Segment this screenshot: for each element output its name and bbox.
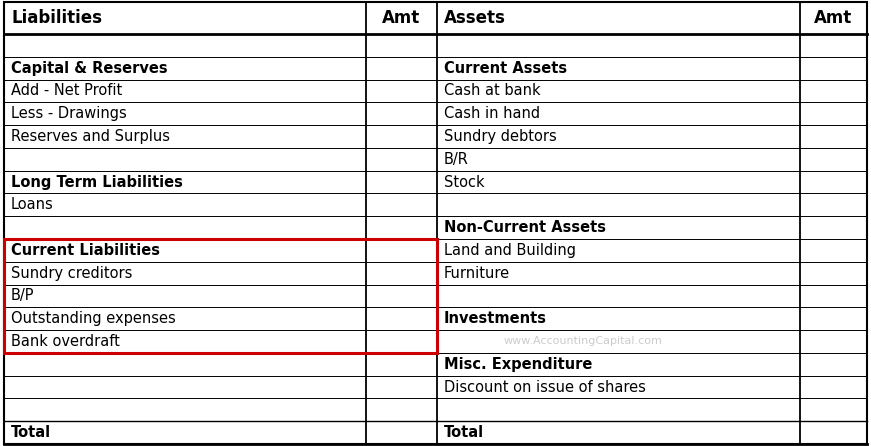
Text: Discount on issue of shares: Discount on issue of shares — [444, 380, 646, 395]
Text: Misc. Expenditure: Misc. Expenditure — [444, 357, 592, 372]
Text: Capital & Reserves: Capital & Reserves — [11, 61, 167, 76]
Text: Reserves and Surplus: Reserves and Surplus — [11, 129, 170, 144]
Text: Current Liabilities: Current Liabilities — [11, 243, 160, 258]
Text: Assets: Assets — [444, 9, 506, 27]
Text: Furniture: Furniture — [444, 266, 510, 281]
Text: Current Assets: Current Assets — [444, 61, 567, 76]
Text: Add - Net Profit: Add - Net Profit — [11, 83, 122, 99]
Text: Amt: Amt — [382, 9, 421, 27]
Text: Liabilities: Liabilities — [11, 9, 102, 27]
Text: Total: Total — [444, 425, 484, 440]
Text: B/P: B/P — [11, 289, 35, 303]
Text: Loans: Loans — [11, 197, 54, 212]
Text: Sundry debtors: Sundry debtors — [444, 129, 557, 144]
Text: Total: Total — [11, 425, 51, 440]
Text: Sundry creditors: Sundry creditors — [11, 266, 132, 281]
Text: Long Term Liabilities: Long Term Liabilities — [11, 174, 183, 190]
Text: Cash at bank: Cash at bank — [444, 83, 541, 99]
Text: Stock: Stock — [444, 174, 484, 190]
Text: Non-Current Assets: Non-Current Assets — [444, 220, 606, 235]
Text: Bank overdraft: Bank overdraft — [11, 334, 120, 349]
Text: Amt: Amt — [814, 9, 853, 27]
Text: Land and Building: Land and Building — [444, 243, 576, 258]
Text: Cash in hand: Cash in hand — [444, 106, 540, 121]
Text: Investments: Investments — [444, 311, 547, 326]
Text: www.AccountingCapital.com: www.AccountingCapital.com — [503, 336, 663, 347]
Text: Less - Drawings: Less - Drawings — [11, 106, 127, 121]
Text: Outstanding expenses: Outstanding expenses — [11, 311, 176, 326]
Text: B/R: B/R — [444, 152, 469, 167]
Bar — [4, 239, 437, 353]
